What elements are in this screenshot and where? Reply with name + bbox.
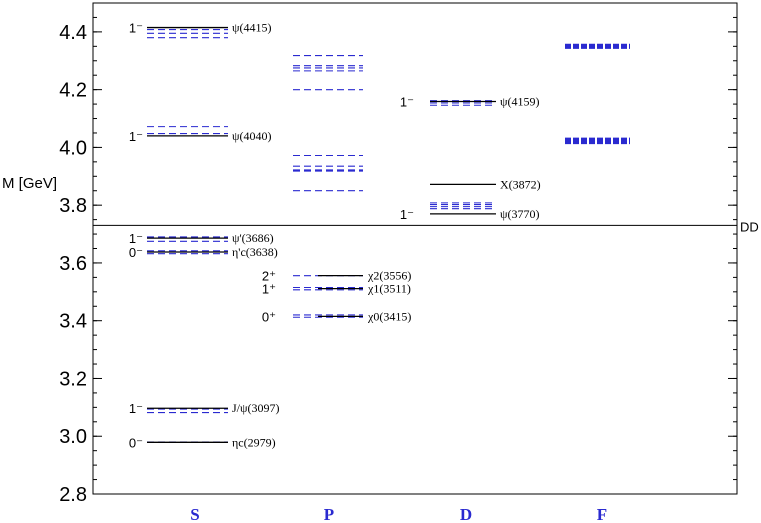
state-label: η'c(3638) [232,245,278,259]
y-axis-label: M [GeV] [2,175,57,192]
category-label-s: S [190,505,199,523]
jp-label: 0⁻ [129,435,143,450]
state-label: ψ(3770) [500,207,540,221]
state-label: χ0(3415) [367,309,411,323]
category-label-p: P [324,505,334,523]
y-tick-label: 3.0 [59,426,87,448]
y-tick-label: 3.2 [59,368,87,390]
jp-label: 1⁻ [129,231,143,246]
category-label-f: F [597,505,607,523]
jp-label: 1⁺ [262,282,276,297]
state-label: ψ'(3686) [232,231,274,245]
jp-label: 0⁻ [129,245,143,260]
y-tick-label: 3.6 [59,253,87,275]
state-label: J/ψ(3097) [232,401,280,415]
y-tick-label: 3.8 [59,195,87,217]
jp-label: 1⁻ [129,129,143,144]
state-label: χ2(3556) [367,269,411,283]
state-label: ψ(4040) [232,129,272,143]
y-tick-label: 4.2 [59,80,87,102]
state-label: ηc(2979) [232,435,276,449]
jp-label: 1⁻ [400,207,414,222]
jp-label: 2⁺ [262,269,276,284]
y-tick-label: 2.8 [59,484,87,506]
state-label: χ1(3511) [367,282,411,296]
y-tick-label: 3.4 [59,311,87,333]
state-label: X(3872) [500,177,541,191]
threshold-label: DD [740,219,759,234]
y-tick-label: 4.4 [59,22,87,44]
state-label: ψ(4415) [232,21,272,35]
category-label-d: D [460,505,472,523]
y-tick-label: 4.0 [59,137,87,159]
plot-frame [92,2,738,495]
state-label: ψ(4159) [500,94,540,108]
jp-label: 1⁻ [400,94,414,109]
jp-label: 1⁻ [129,21,143,36]
jp-label: 0⁺ [262,309,276,324]
jp-label: 1⁻ [129,401,143,416]
